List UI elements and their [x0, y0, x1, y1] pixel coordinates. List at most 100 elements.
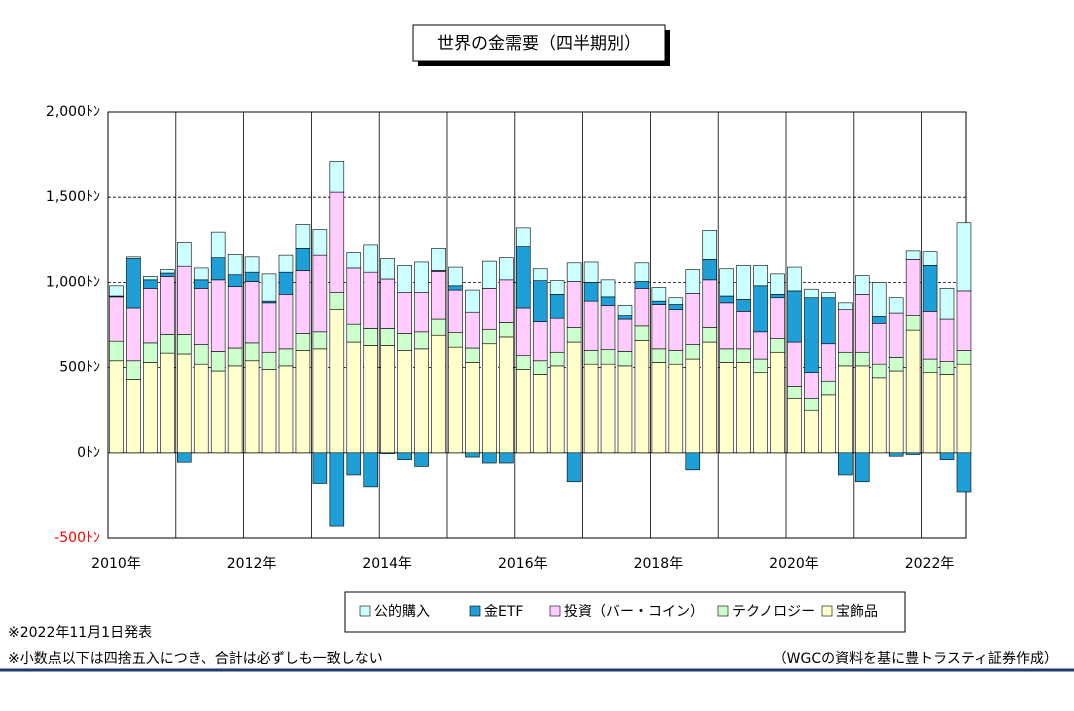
- bar-segment: [956, 452, 972, 493]
- bar-segment: [193, 267, 209, 281]
- bar-segment: [719, 302, 734, 350]
- y-tick-label: 1,500ﾄﾝ: [46, 189, 100, 205]
- bar-segment: [177, 334, 192, 355]
- bar-segment: [482, 288, 497, 330]
- bar-segment: [278, 365, 294, 454]
- bar-segment: [854, 294, 870, 353]
- bar-segment: [685, 269, 701, 294]
- bar-segment: [193, 363, 209, 454]
- bar-segment: [515, 369, 531, 454]
- title-box: [412, 24, 666, 62]
- bar-segment: [431, 248, 446, 271]
- note: ※2022年11月1日発表: [8, 625, 152, 641]
- bar-segment: [312, 229, 328, 256]
- bar-segment: [922, 311, 938, 360]
- bar-segment: [499, 257, 514, 281]
- bar-segment: [380, 345, 395, 454]
- bar-segment: [804, 372, 819, 399]
- bar-segment: [566, 262, 582, 282]
- bar-segment: [210, 370, 226, 454]
- bar-segment: [617, 305, 633, 316]
- y-tick-label: 1,000ﾄﾝ: [46, 274, 100, 290]
- note: ※小数点以下は四捨五入につき、合計は必ずしも一致しない: [8, 650, 383, 667]
- bar-segment: [295, 350, 311, 454]
- bar-segment: [753, 358, 768, 374]
- bar-segment: [312, 254, 328, 333]
- bar-segment: [956, 290, 972, 351]
- bar-segment: [702, 341, 717, 454]
- bar-segment: [888, 312, 904, 358]
- bar-segment: [888, 452, 904, 457]
- bar-segment: [261, 273, 277, 302]
- bar-segment: [448, 332, 463, 348]
- bar-segment: [312, 331, 328, 350]
- bar-segment: [448, 346, 463, 454]
- bar-segment: [244, 256, 260, 273]
- bar-segment: [821, 297, 836, 345]
- bar-segment: [566, 281, 582, 328]
- bar-segment: [414, 331, 429, 350]
- bar-segment: [905, 452, 921, 455]
- bar-segment: [160, 276, 175, 335]
- bar-segment: [871, 377, 887, 454]
- bar-segment: [143, 288, 158, 344]
- bar-segment: [515, 355, 531, 370]
- bar-segment: [583, 261, 599, 283]
- legend-label: テクノロジー: [732, 604, 815, 620]
- bar-segment: [278, 294, 294, 350]
- bar-segment: [583, 282, 599, 302]
- bar-segment: [939, 288, 955, 320]
- bar-segment: [905, 315, 921, 331]
- bar-segment: [414, 452, 429, 467]
- bar-segment: [363, 452, 378, 488]
- bar-segment: [566, 452, 582, 483]
- bar-segment: [838, 351, 853, 367]
- bar-segment: [397, 265, 412, 293]
- bar-segment: [549, 294, 565, 319]
- bar-segment: [160, 334, 175, 354]
- bar-segment: [838, 452, 853, 476]
- bar-segment: [160, 352, 175, 454]
- bar-segment: [702, 279, 717, 328]
- bar-segment: [515, 227, 531, 247]
- bar-segment: [787, 341, 802, 387]
- bar-segment: [668, 297, 684, 305]
- bar-segment: [126, 256, 141, 259]
- bar-segment: [227, 365, 243, 454]
- bar-segment: [685, 452, 701, 471]
- bar-segment: [346, 252, 362, 269]
- bar-segment: [838, 309, 853, 353]
- bar-segment: [499, 452, 514, 464]
- bar-segment: [871, 322, 887, 365]
- bar-segment: [278, 271, 294, 295]
- bar-segment: [651, 287, 667, 302]
- legend-box: [344, 591, 906, 633]
- bar-segment: [922, 358, 938, 374]
- legend-label: 宝飾品: [836, 604, 878, 620]
- bar-segment: [668, 309, 684, 351]
- bar-segment: [583, 300, 599, 351]
- bar-segment: [329, 452, 345, 527]
- bar-segment: [380, 278, 395, 329]
- x-tick-label: 2010年: [91, 556, 141, 572]
- legend-swatch: [359, 605, 371, 617]
- bar-segment: [787, 266, 802, 292]
- bar-segment: [804, 297, 819, 374]
- bar-segment: [532, 268, 548, 281]
- bar-segment: [363, 345, 378, 454]
- bar-segment: [549, 280, 565, 295]
- bar-segment: [363, 244, 378, 273]
- bar-segment: [532, 374, 548, 454]
- bar-segment: [499, 279, 514, 323]
- bar-segment: [583, 363, 599, 454]
- bar-segment: [261, 302, 277, 353]
- bar-segment: [210, 279, 226, 352]
- bar-segment: [600, 279, 616, 298]
- bar-segment: [143, 342, 158, 363]
- bar-segment: [685, 344, 701, 360]
- bar-segment: [939, 452, 955, 460]
- bar-segment: [702, 259, 717, 281]
- bar-segment: [838, 365, 853, 454]
- legend-swatch: [717, 605, 729, 617]
- bar-segment: [702, 230, 717, 260]
